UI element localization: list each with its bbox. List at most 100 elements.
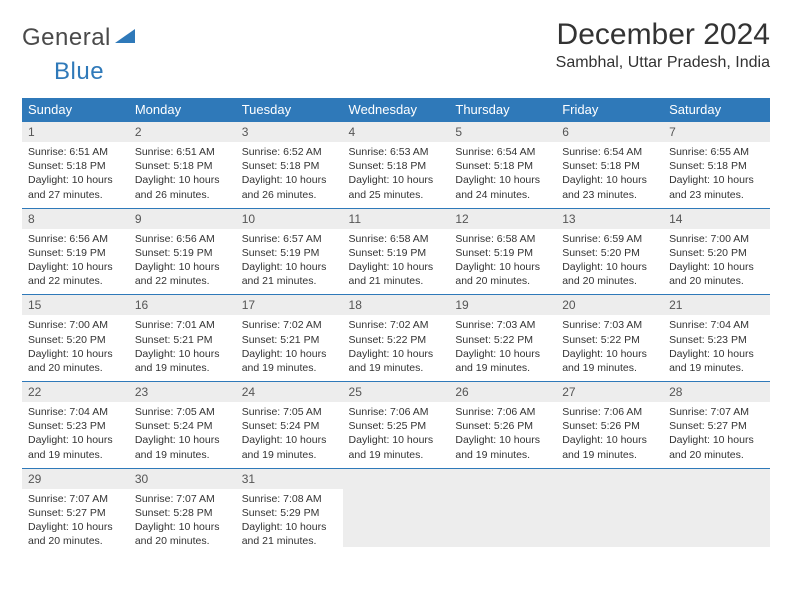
day-number: 18 — [343, 295, 450, 315]
calendar-day-cell: 25Sunrise: 7:06 AMSunset: 5:25 PMDayligh… — [343, 382, 450, 469]
day-number: 9 — [129, 209, 236, 229]
weekday-header: Friday — [556, 98, 663, 122]
weekday-header: Wednesday — [343, 98, 450, 122]
day-number: 26 — [449, 382, 556, 402]
calendar-day-cell: 26Sunrise: 7:06 AMSunset: 5:26 PMDayligh… — [449, 382, 556, 469]
logo-text-blue: Blue — [54, 58, 104, 85]
day-number: 20 — [556, 295, 663, 315]
calendar-day-cell: 14Sunrise: 7:00 AMSunset: 5:20 PMDayligh… — [663, 208, 770, 295]
logo-triangle-icon — [115, 27, 135, 50]
day-number: 11 — [343, 209, 450, 229]
day-number: 4 — [343, 122, 450, 142]
day-number: 13 — [556, 209, 663, 229]
day-number: 31 — [236, 469, 343, 489]
day-number: 24 — [236, 382, 343, 402]
day-number: 30 — [129, 469, 236, 489]
day-number: 22 — [22, 382, 129, 402]
day-number: 25 — [343, 382, 450, 402]
day-number: 12 — [449, 209, 556, 229]
calendar-day-cell: 20Sunrise: 7:03 AMSunset: 5:22 PMDayligh… — [556, 295, 663, 382]
day-details: Sunrise: 6:56 AMSunset: 5:19 PMDaylight:… — [129, 229, 236, 295]
calendar-day-cell: 1Sunrise: 6:51 AMSunset: 5:18 PMDaylight… — [22, 122, 129, 209]
day-number — [556, 469, 663, 489]
day-details: Sunrise: 7:02 AMSunset: 5:21 PMDaylight:… — [236, 315, 343, 381]
calendar-day-cell: 6Sunrise: 6:54 AMSunset: 5:18 PMDaylight… — [556, 122, 663, 209]
day-details: Sunrise: 6:55 AMSunset: 5:18 PMDaylight:… — [663, 142, 770, 208]
day-number: 6 — [556, 122, 663, 142]
calendar-day-cell — [663, 468, 770, 554]
weekday-header: Monday — [129, 98, 236, 122]
day-number: 29 — [22, 469, 129, 489]
calendar-day-cell: 12Sunrise: 6:58 AMSunset: 5:19 PMDayligh… — [449, 208, 556, 295]
day-details: Sunrise: 7:00 AMSunset: 5:20 PMDaylight:… — [663, 229, 770, 295]
day-number: 10 — [236, 209, 343, 229]
weekday-header: Thursday — [449, 98, 556, 122]
day-details — [663, 489, 770, 547]
logo: General — [22, 24, 137, 52]
day-details: Sunrise: 7:06 AMSunset: 5:26 PMDaylight:… — [449, 402, 556, 468]
day-details — [556, 489, 663, 547]
day-details: Sunrise: 7:03 AMSunset: 5:22 PMDaylight:… — [556, 315, 663, 381]
day-details: Sunrise: 6:58 AMSunset: 5:19 PMDaylight:… — [449, 229, 556, 295]
weekday-header: Sunday — [22, 98, 129, 122]
weekday-header-row: SundayMondayTuesdayWednesdayThursdayFrid… — [22, 98, 770, 122]
day-number: 23 — [129, 382, 236, 402]
day-details — [449, 489, 556, 547]
day-details: Sunrise: 7:07 AMSunset: 5:27 PMDaylight:… — [663, 402, 770, 468]
calendar-day-cell: 17Sunrise: 7:02 AMSunset: 5:21 PMDayligh… — [236, 295, 343, 382]
calendar-day-cell: 3Sunrise: 6:52 AMSunset: 5:18 PMDaylight… — [236, 122, 343, 209]
day-number: 3 — [236, 122, 343, 142]
calendar-day-cell: 18Sunrise: 7:02 AMSunset: 5:22 PMDayligh… — [343, 295, 450, 382]
day-details: Sunrise: 6:51 AMSunset: 5:18 PMDaylight:… — [22, 142, 129, 208]
day-details: Sunrise: 7:05 AMSunset: 5:24 PMDaylight:… — [236, 402, 343, 468]
calendar-day-cell: 13Sunrise: 6:59 AMSunset: 5:20 PMDayligh… — [556, 208, 663, 295]
day-details: Sunrise: 7:07 AMSunset: 5:27 PMDaylight:… — [22, 489, 129, 555]
calendar-day-cell: 4Sunrise: 6:53 AMSunset: 5:18 PMDaylight… — [343, 122, 450, 209]
calendar-day-cell: 10Sunrise: 6:57 AMSunset: 5:19 PMDayligh… — [236, 208, 343, 295]
day-number: 8 — [22, 209, 129, 229]
day-details: Sunrise: 6:54 AMSunset: 5:18 PMDaylight:… — [449, 142, 556, 208]
calendar-day-cell: 27Sunrise: 7:06 AMSunset: 5:26 PMDayligh… — [556, 382, 663, 469]
calendar-day-cell: 9Sunrise: 6:56 AMSunset: 5:19 PMDaylight… — [129, 208, 236, 295]
day-number: 28 — [663, 382, 770, 402]
day-number: 16 — [129, 295, 236, 315]
day-details: Sunrise: 7:05 AMSunset: 5:24 PMDaylight:… — [129, 402, 236, 468]
calendar-day-cell: 24Sunrise: 7:05 AMSunset: 5:24 PMDayligh… — [236, 382, 343, 469]
weekday-header: Saturday — [663, 98, 770, 122]
calendar-day-cell: 29Sunrise: 7:07 AMSunset: 5:27 PMDayligh… — [22, 468, 129, 554]
calendar-week-row: 22Sunrise: 7:04 AMSunset: 5:23 PMDayligh… — [22, 382, 770, 469]
day-number: 1 — [22, 122, 129, 142]
calendar-day-cell: 22Sunrise: 7:04 AMSunset: 5:23 PMDayligh… — [22, 382, 129, 469]
weekday-header: Tuesday — [236, 98, 343, 122]
calendar-day-cell: 23Sunrise: 7:05 AMSunset: 5:24 PMDayligh… — [129, 382, 236, 469]
day-details: Sunrise: 6:57 AMSunset: 5:19 PMDaylight:… — [236, 229, 343, 295]
day-details: Sunrise: 7:08 AMSunset: 5:29 PMDaylight:… — [236, 489, 343, 555]
calendar-table: SundayMondayTuesdayWednesdayThursdayFrid… — [22, 98, 770, 554]
day-number — [449, 469, 556, 489]
calendar-day-cell — [343, 468, 450, 554]
calendar-day-cell: 21Sunrise: 7:04 AMSunset: 5:23 PMDayligh… — [663, 295, 770, 382]
day-number: 19 — [449, 295, 556, 315]
calendar-week-row: 29Sunrise: 7:07 AMSunset: 5:27 PMDayligh… — [22, 468, 770, 554]
calendar-day-cell — [556, 468, 663, 554]
day-details: Sunrise: 7:02 AMSunset: 5:22 PMDaylight:… — [343, 315, 450, 381]
day-details: Sunrise: 6:53 AMSunset: 5:18 PMDaylight:… — [343, 142, 450, 208]
day-details — [343, 489, 450, 547]
calendar-day-cell: 28Sunrise: 7:07 AMSunset: 5:27 PMDayligh… — [663, 382, 770, 469]
calendar-day-cell — [449, 468, 556, 554]
day-details: Sunrise: 7:06 AMSunset: 5:25 PMDaylight:… — [343, 402, 450, 468]
day-number: 5 — [449, 122, 556, 142]
day-number: 21 — [663, 295, 770, 315]
day-details: Sunrise: 7:03 AMSunset: 5:22 PMDaylight:… — [449, 315, 556, 381]
calendar-week-row: 1Sunrise: 6:51 AMSunset: 5:18 PMDaylight… — [22, 122, 770, 209]
calendar-day-cell: 2Sunrise: 6:51 AMSunset: 5:18 PMDaylight… — [129, 122, 236, 209]
day-number: 17 — [236, 295, 343, 315]
day-details: Sunrise: 6:59 AMSunset: 5:20 PMDaylight:… — [556, 229, 663, 295]
day-details: Sunrise: 6:54 AMSunset: 5:18 PMDaylight:… — [556, 142, 663, 208]
day-details: Sunrise: 7:01 AMSunset: 5:21 PMDaylight:… — [129, 315, 236, 381]
day-details: Sunrise: 7:06 AMSunset: 5:26 PMDaylight:… — [556, 402, 663, 468]
logo-text-general: General — [22, 24, 111, 52]
calendar-body: 1Sunrise: 6:51 AMSunset: 5:18 PMDaylight… — [22, 122, 770, 555]
calendar-day-cell: 15Sunrise: 7:00 AMSunset: 5:20 PMDayligh… — [22, 295, 129, 382]
day-number: 7 — [663, 122, 770, 142]
